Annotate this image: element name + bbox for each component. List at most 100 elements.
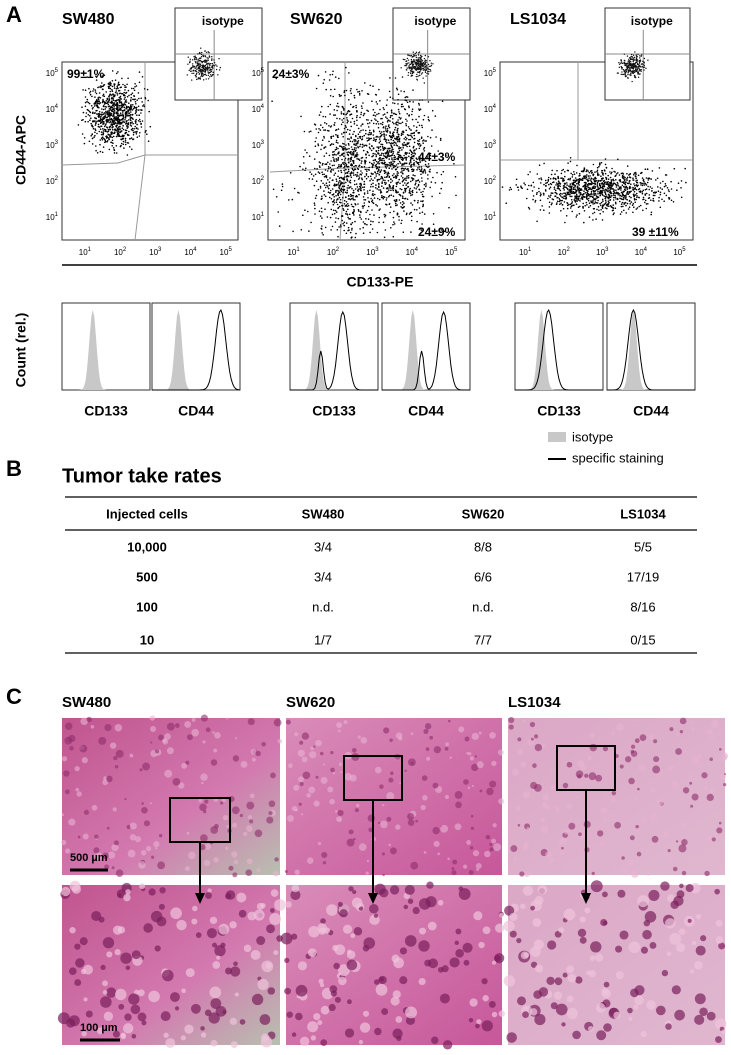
event-dot <box>628 182 631 184</box>
event-dot <box>422 148 425 150</box>
event-dot <box>119 135 121 138</box>
event-dot <box>333 150 335 153</box>
event-dot <box>410 168 413 171</box>
cell-nucleus <box>114 949 121 956</box>
event-dot <box>615 173 618 175</box>
event-dot <box>319 187 322 189</box>
event-dot <box>603 183 605 185</box>
event-dot <box>392 131 395 133</box>
event-dot <box>414 149 416 151</box>
event-dot <box>620 205 623 208</box>
event-dot <box>685 181 687 184</box>
event-dot <box>338 184 340 187</box>
event-dot <box>349 181 352 184</box>
event-dot <box>339 154 341 157</box>
event-dot <box>380 117 382 120</box>
event-dot <box>395 185 398 188</box>
event-dot <box>126 119 128 122</box>
event-dot <box>418 102 420 105</box>
event-dot <box>626 188 629 190</box>
event-dot <box>561 179 564 181</box>
tissue-spot <box>127 849 136 858</box>
inset-dot <box>191 63 194 65</box>
event-dot <box>356 124 358 127</box>
event-dot <box>430 181 433 183</box>
x-tick-label: 104 <box>184 247 197 258</box>
event-dot <box>367 126 370 128</box>
tissue-spot <box>274 857 279 862</box>
event-dot <box>387 125 390 127</box>
inset-dot <box>200 47 202 49</box>
event-dot <box>111 101 114 104</box>
event-dot <box>335 129 337 132</box>
event-dot <box>390 138 393 141</box>
event-dot <box>371 145 373 147</box>
event-dot <box>425 165 428 168</box>
event-dot <box>378 141 381 144</box>
tissue-spot <box>83 809 89 815</box>
event-dot <box>383 138 386 141</box>
event-dot <box>549 178 552 180</box>
specific-histogram <box>382 310 470 391</box>
event-dot <box>383 108 385 111</box>
event-dot <box>325 123 328 125</box>
event-dot <box>410 153 413 156</box>
tick-exponent: 1 <box>528 247 532 253</box>
event-dot <box>108 148 111 151</box>
event-dot <box>397 157 400 160</box>
event-dot <box>124 86 126 89</box>
event-dot <box>360 187 362 190</box>
event-dot <box>331 188 334 190</box>
event-dot <box>534 199 537 202</box>
event-dot <box>654 194 656 197</box>
event-dot <box>111 80 114 82</box>
event-dot <box>344 94 346 97</box>
event-dot <box>121 121 124 123</box>
event-dot <box>440 187 443 190</box>
event-dot <box>335 158 338 160</box>
event-dot <box>346 138 349 140</box>
event-dot <box>610 188 612 190</box>
event-dot <box>559 195 562 197</box>
tissue-spot <box>111 866 115 870</box>
event-dot <box>559 203 561 206</box>
event-dot <box>362 207 364 209</box>
event-dot <box>636 185 638 188</box>
event-dot <box>337 217 340 220</box>
event-dot <box>108 114 111 117</box>
tick-base: 10 <box>519 248 528 257</box>
event-dot <box>399 182 401 185</box>
event-dot <box>371 209 373 211</box>
event-dot <box>561 199 563 202</box>
event-dot <box>144 96 146 99</box>
inset-dot <box>633 63 635 65</box>
event-dot <box>324 163 327 165</box>
event-dot <box>314 140 317 143</box>
event-dot <box>407 126 410 128</box>
event-dot <box>405 153 407 156</box>
inset-dot <box>421 63 423 66</box>
event-dot <box>410 211 413 214</box>
event-dot <box>388 134 391 137</box>
event-dot <box>132 122 134 125</box>
gate-line <box>61 162 119 166</box>
event-dot <box>137 105 140 108</box>
event-dot <box>670 199 673 202</box>
inset-dot <box>197 67 199 70</box>
event-dot <box>375 154 378 156</box>
event-dot <box>563 201 566 203</box>
event-dot <box>324 226 327 229</box>
event-dot <box>585 176 588 178</box>
event-dot <box>580 193 582 196</box>
event-dot <box>622 191 624 193</box>
event-dot <box>419 99 421 101</box>
event-dot <box>125 92 127 94</box>
event-dot <box>361 166 363 168</box>
event-dot <box>389 115 392 117</box>
event-dot <box>411 118 414 121</box>
event-dot <box>130 96 132 99</box>
event-dot <box>352 168 354 171</box>
event-dot <box>331 194 334 196</box>
event-dot <box>357 140 360 142</box>
event-dot <box>390 178 392 180</box>
